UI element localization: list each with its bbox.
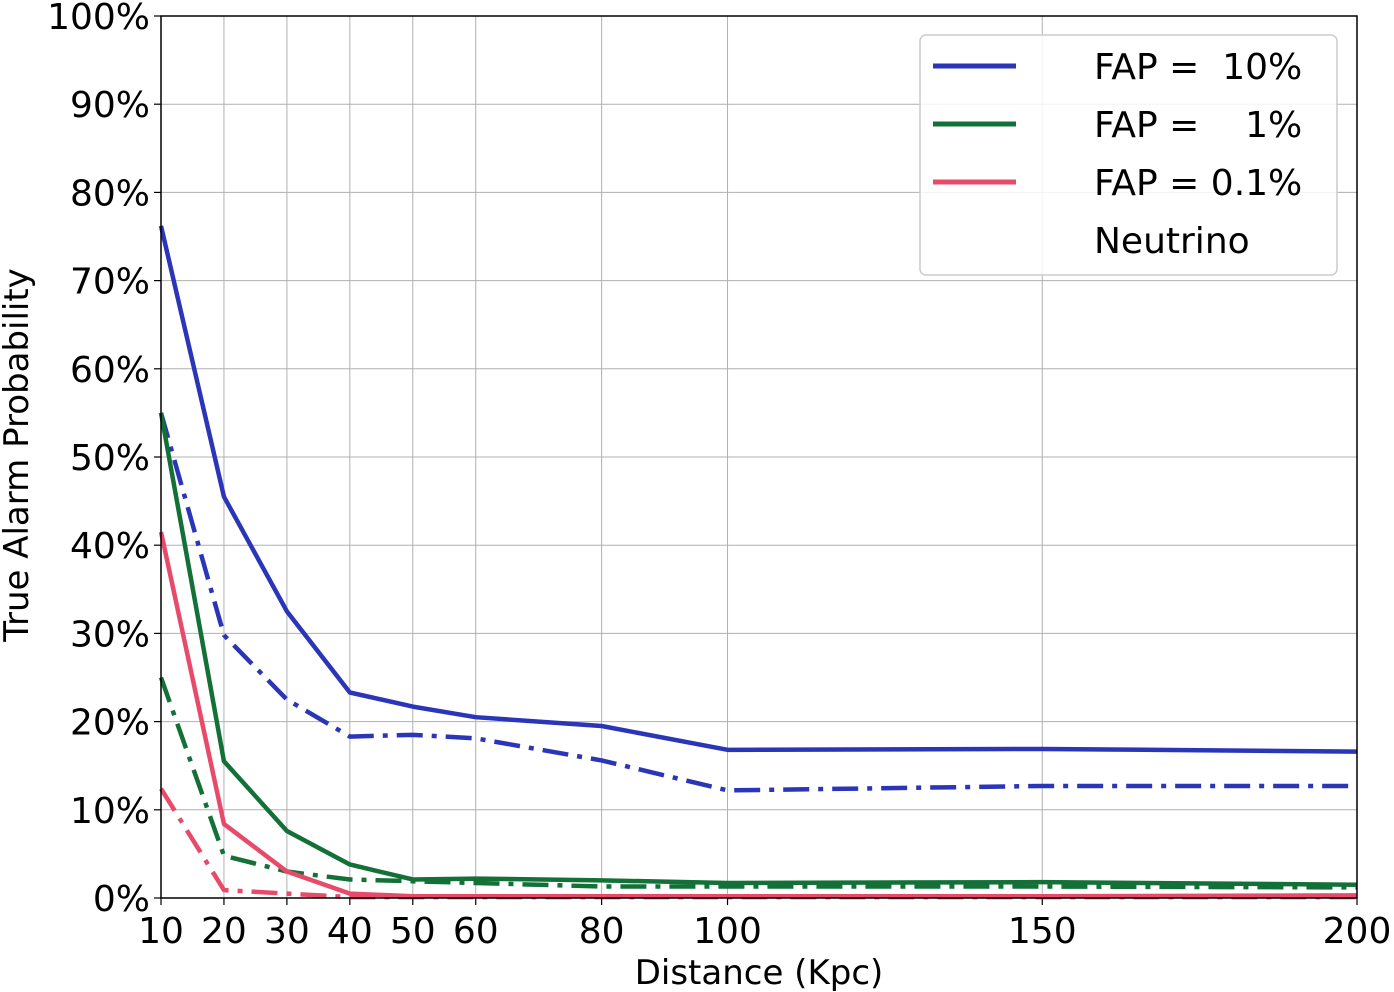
x-tick-label: 100 xyxy=(693,911,762,952)
series-line-1 xyxy=(158,225,1358,754)
legend-box xyxy=(919,34,1338,276)
legend: FAP = 10% FAP = 1% FAP = 0.1% Neutrino xyxy=(919,34,1338,276)
x-tick-label: 80 xyxy=(579,911,625,952)
x-tick-label: 150 xyxy=(1008,911,1077,952)
y-tick-label: 20% xyxy=(70,703,150,744)
y-tick-label: 40% xyxy=(70,526,150,567)
x-tick-label: 40 xyxy=(327,911,373,952)
series-lines xyxy=(158,225,1358,900)
legend-label: FAP = 1% xyxy=(1094,105,1302,146)
y-tick-label: 30% xyxy=(70,614,150,655)
series-line-3 xyxy=(158,412,1358,888)
series-line-6 xyxy=(159,787,1357,900)
y-tick-label: 80% xyxy=(70,173,150,214)
x-tick-label: 50 xyxy=(390,911,436,952)
x-axis-ticks: 10 20 30 40 50 60 80 100 150 200 xyxy=(138,898,1391,952)
series-line-5 xyxy=(158,531,1358,899)
x-tick-label: 60 xyxy=(453,911,499,952)
y-tick-label: 0% xyxy=(93,879,150,920)
legend-label: Neutrino xyxy=(1094,221,1250,262)
y-tick-label: 50% xyxy=(70,438,150,479)
y-tick-label: 100% xyxy=(47,0,150,38)
x-tick-label: 30 xyxy=(264,911,310,952)
series-line-4 xyxy=(158,676,1358,890)
legend-label: FAP = 0.1% xyxy=(1094,163,1302,204)
x-axis-label: Distance (Kpc) xyxy=(635,953,884,992)
series-line-2 xyxy=(158,412,1357,793)
legend-label: FAP = 10% xyxy=(1094,47,1302,88)
y-tick-label: 70% xyxy=(70,262,150,303)
y-tick-label: 90% xyxy=(70,85,150,126)
y-tick-label: 10% xyxy=(70,791,150,832)
y-axis-ticks: 0% 10% 20% 30% 40% 50% 60% 70% 80% 90% 100% xyxy=(47,0,161,920)
x-tick-label: 200 xyxy=(1323,911,1392,952)
y-axis-label: True Alarm Probability xyxy=(0,268,37,643)
y-tick-label: 60% xyxy=(70,350,150,391)
x-tick-label: 20 xyxy=(201,911,247,952)
x-tick-label: 10 xyxy=(138,911,184,952)
